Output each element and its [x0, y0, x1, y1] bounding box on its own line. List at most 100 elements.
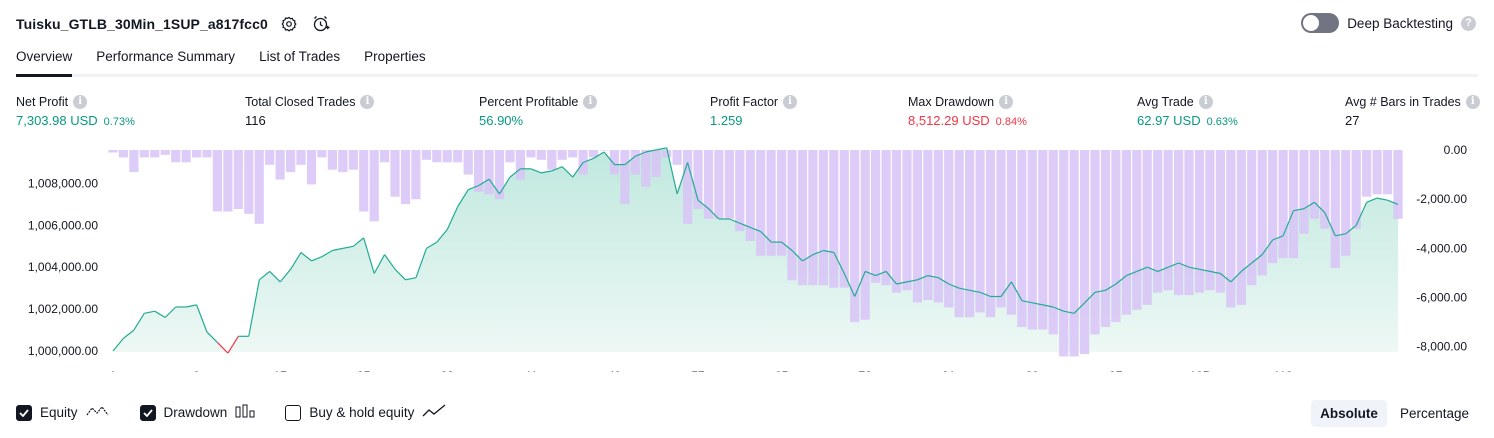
equity-line-segment: [551, 166, 563, 172]
equity-drawdown-chart[interactable]: 1,000,000.00 1,002,000.00 1,004,000.00 1,00…: [0, 140, 1494, 372]
drawdown-bar: [1090, 150, 1100, 335]
equity-line-segment: [352, 237, 365, 247]
drawdown-bar: [703, 150, 714, 219]
y-left-tick-label: 1,002,000.00: [28, 302, 98, 316]
drawdown-bar: [453, 150, 463, 163]
drawdown-bar: [944, 150, 954, 308]
legend-equity[interactable]: Equity: [16, 404, 110, 421]
buy-hold-checkbox[interactable]: [285, 404, 302, 421]
drawdown-bar: [181, 150, 191, 163]
stat-value: 7,303.98 USD: [16, 113, 98, 128]
add-alert-icon[interactable]: [310, 13, 332, 35]
stat-avg-trade: Avg Trade i 62.97 USD 0.63%: [1137, 93, 1238, 128]
equity-checkbox[interactable]: [16, 404, 32, 421]
drawdown-bar: [171, 150, 181, 163]
deep-backtesting-toggle[interactable]: [1301, 13, 1340, 33]
equity-line-segment: [1282, 210, 1295, 237]
equity-line-segment: [332, 247, 343, 252]
drawdown-bar: [494, 150, 505, 200]
info-icon[interactable]: i: [783, 94, 798, 109]
absolute-button[interactable]: Absolute: [1311, 400, 1387, 427]
tab-overview[interactable]: Overview: [16, 44, 73, 77]
drawdown-bar: [1017, 150, 1027, 327]
equity-line-segment: [624, 155, 636, 166]
drawdown-checkbox[interactable]: [139, 404, 156, 421]
info-icon[interactable]: i: [73, 94, 88, 109]
equity-line-segment: [1188, 266, 1200, 270]
equity-line-segment: [760, 231, 772, 243]
equity-line-segment: [687, 162, 699, 201]
drawdown-bar: [860, 150, 870, 320]
equity-line-segment: [1115, 275, 1127, 285]
strategy-title: Tuisku_GTLB_30Min_1SUP_a817fcc0: [16, 16, 268, 32]
info-icon[interactable]: i: [583, 94, 598, 109]
info-icon[interactable]: i: [360, 94, 375, 109]
equity-line-segment: [1136, 266, 1148, 272]
equity-line-segment: [896, 281, 908, 285]
equity-line-segment: [561, 166, 574, 178]
equity-line-segment: [979, 291, 991, 298]
drawdown-bar: [108, 150, 118, 153]
equity-line-segment: [833, 252, 845, 274]
stat-label: Max Drawdown: [908, 94, 995, 109]
drawdown-bar: [286, 150, 296, 173]
stat-label: Total Closed Trades: [245, 94, 356, 109]
legend-buy-hold[interactable]: Buy & hold equity: [285, 404, 446, 421]
tab-performance-summary[interactable]: Performance Summary: [96, 49, 236, 64]
legend-label: Drawdown: [163, 405, 228, 420]
tab-properties[interactable]: Properties: [364, 49, 426, 64]
drawdown-bar: [766, 150, 776, 256]
help-icon[interactable]: ?: [1461, 15, 1476, 31]
equity-line-segment: [290, 252, 302, 270]
info-icon[interactable]: i: [1198, 94, 1213, 109]
stat-value: 56.90%: [479, 113, 524, 128]
equity-line-segment: [781, 241, 793, 251]
equity-line-segment: [676, 162, 689, 195]
drawdown-bar: [1153, 150, 1163, 293]
drawdown-bar: [150, 150, 160, 158]
drawdown-bar: [839, 150, 849, 288]
drawdown-bar: [1121, 150, 1131, 315]
equity-line-segment: [1094, 289, 1106, 293]
equity-line-segment: [791, 250, 803, 262]
legend-label: Buy & hold equity: [309, 405, 415, 420]
stat-label: Percent Profitable: [479, 94, 579, 109]
equity-line-segment: [739, 222, 751, 228]
drawdown-bar: [515, 150, 525, 180]
drawdown-bar: [850, 150, 860, 323]
equity-line-segment: [1293, 208, 1305, 212]
drawdown-bars-icon: [235, 404, 255, 421]
drawdown-bar: [1236, 150, 1246, 305]
drawdown-bar: [526, 150, 536, 158]
drawdown-bar: [1059, 150, 1069, 357]
drawdown-bar: [192, 150, 202, 158]
x-tick-label: 65: [775, 369, 789, 372]
equity-line-segment: [1032, 302, 1043, 306]
equity-line-segment: [917, 275, 929, 281]
equity-line-segment: [1178, 262, 1190, 268]
equity-line-segment: [1105, 283, 1117, 291]
gear-icon[interactable]: [278, 13, 300, 35]
info-icon[interactable]: i: [1465, 94, 1480, 109]
drawdown-bar: [787, 150, 797, 281]
drawdown-bar: [202, 150, 212, 158]
legend-drawdown[interactable]: Drawdown: [139, 404, 256, 421]
info-icon[interactable]: i: [999, 94, 1014, 109]
drawdown-bar: [1351, 150, 1361, 229]
equity-line-segment: [1335, 233, 1346, 237]
equity-line-segment: [154, 310, 166, 319]
equity-area: [113, 147, 1398, 354]
equity-line-segment: [802, 254, 814, 262]
percentage-button[interactable]: Percentage: [1399, 406, 1469, 421]
tab-list-of-trades[interactable]: List of Trades: [259, 49, 341, 64]
stat-total-closed-trades: Total Closed Trades i 116: [245, 93, 375, 128]
equity-line-segment: [729, 218, 741, 224]
equity-line-segment: [1272, 235, 1284, 241]
drawdown-bar: [599, 150, 609, 151]
equity-line-segment: [969, 289, 981, 293]
equity-line-segment: [864, 270, 876, 277]
equity-line-segment: [582, 157, 594, 164]
drawdown-bar: [359, 150, 369, 212]
equity-line-segment: [593, 151, 605, 159]
x-tick-label: 41: [524, 369, 538, 372]
